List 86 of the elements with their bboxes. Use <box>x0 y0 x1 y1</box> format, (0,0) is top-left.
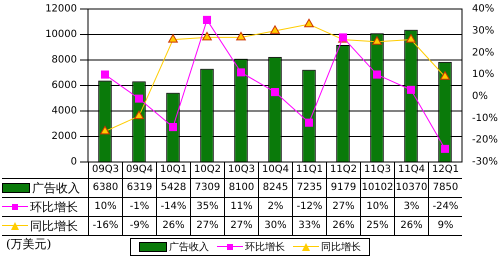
data-label: -14% <box>156 198 190 216</box>
data-label: 10370 <box>394 179 428 197</box>
point <box>406 34 416 43</box>
y2-tick-label: 10% <box>472 69 494 80</box>
data-label: -1% <box>122 198 156 216</box>
point <box>100 126 110 134</box>
data-label: 26% <box>394 217 428 235</box>
point <box>236 68 246 76</box>
point <box>134 110 144 120</box>
data-label: 9179 <box>326 179 360 197</box>
legend-label: 同比增长 <box>30 218 78 234</box>
data-label: 25% <box>360 217 394 235</box>
x-tick-label: 10Q2 <box>190 162 224 178</box>
data-label: 35% <box>190 198 224 216</box>
point <box>440 71 450 80</box>
point <box>372 36 382 45</box>
point <box>134 94 144 103</box>
point <box>440 144 450 153</box>
point <box>236 32 246 40</box>
data-label: 8245 <box>258 179 292 197</box>
x-tick-label: 12Q1 <box>428 162 462 178</box>
data-label: 30% <box>258 217 292 235</box>
data-label: 7850 <box>428 179 462 197</box>
data-label: -16% <box>88 217 122 235</box>
y2-tick-label: 40% <box>472 4 494 15</box>
data-label: 33% <box>292 217 326 235</box>
data-label: 26% <box>156 217 190 235</box>
data-label: -9% <box>122 217 156 235</box>
data-label: 26% <box>326 217 360 235</box>
x-tick-label: 11Q3 <box>360 162 394 178</box>
x-tick-label: 10Q1 <box>156 162 190 178</box>
y2-tick-label: -10% <box>472 112 498 124</box>
legend-label: 环比增长 <box>30 198 78 216</box>
text: 环比增长 <box>245 242 285 253</box>
x-tick-label: 09Q4 <box>122 162 156 178</box>
x-tick-label: 11Q1 <box>292 162 326 178</box>
y-tick-label: 10000 <box>45 29 77 40</box>
point <box>202 16 212 24</box>
y-tick-label: 4000 <box>52 106 77 117</box>
data-label: 6319 <box>122 179 156 197</box>
data-label: 11% <box>224 198 258 216</box>
data-label: -12% <box>292 198 326 216</box>
point <box>168 34 178 43</box>
point <box>372 70 382 79</box>
data-label: 10% <box>360 198 394 216</box>
point <box>202 32 212 40</box>
data-label: 2% <box>258 198 292 216</box>
data-label: 9% <box>428 217 462 235</box>
legend-label: 广告收入 <box>32 180 80 196</box>
x-tick-label: 10Q3 <box>224 162 258 178</box>
y2-tick-label: 0% <box>472 91 488 102</box>
x-tick-label: 11Q4 <box>394 162 428 178</box>
data-label: 10% <box>88 198 122 216</box>
y2-tick-label: 20% <box>472 47 494 58</box>
data-label: 3% <box>394 198 428 216</box>
y-tick-label: 8000 <box>52 54 77 66</box>
y-tick-label: 12000 <box>45 4 77 15</box>
point <box>168 122 178 132</box>
data-label: 5428 <box>156 179 190 197</box>
y2-tick-label: 30% <box>472 25 494 36</box>
data-label: 7309 <box>190 179 224 197</box>
data-label: 27% <box>326 198 360 216</box>
data-label: 27% <box>224 217 258 235</box>
text: (万美元) <box>6 236 52 253</box>
data-label: 10102 <box>360 179 394 197</box>
y-tick-label: 2000 <box>52 131 77 142</box>
data-label: -24% <box>428 198 462 216</box>
x-tick-label: 11Q2 <box>326 162 360 178</box>
y2-tick-label: -30% <box>472 156 498 168</box>
data-label: 6380 <box>88 179 122 197</box>
data-label: 7235 <box>292 179 326 197</box>
point <box>270 88 280 96</box>
point <box>406 86 416 94</box>
x-tick-label: 10Q4 <box>258 162 292 178</box>
y2-tick-label: -20% <box>472 134 498 146</box>
point <box>100 70 110 79</box>
data-label: 27% <box>190 217 224 235</box>
y-tick-label: 0 <box>70 156 77 168</box>
text: 同比增长 <box>321 242 361 253</box>
data-label: 8100 <box>224 179 258 197</box>
y-tick-label: 6000 <box>52 80 77 92</box>
point <box>304 118 314 127</box>
x-tick-label: 09Q3 <box>88 162 122 178</box>
text: 广告收入 <box>169 242 209 253</box>
point <box>304 18 314 28</box>
point <box>270 25 280 34</box>
